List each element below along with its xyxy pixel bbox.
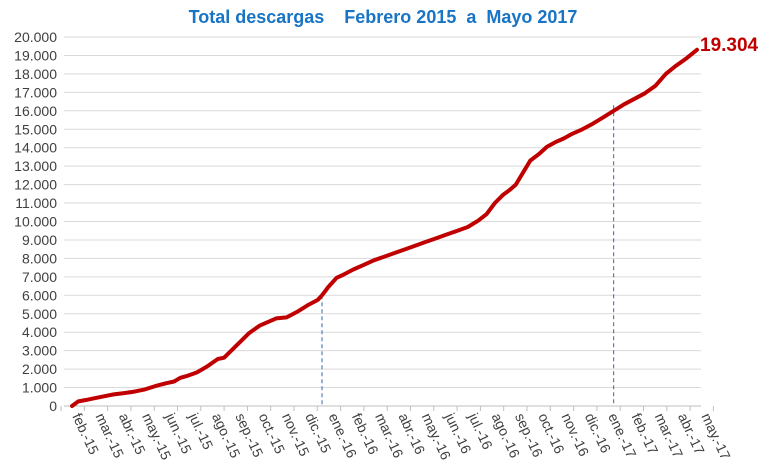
- y-tick-label: 4.000: [22, 324, 57, 340]
- y-tick-label: 14.000: [14, 140, 57, 156]
- y-tick-label: 11.000: [15, 195, 57, 211]
- y-tick-label: 0: [49, 398, 57, 414]
- y-tick-label: 2.000: [22, 361, 57, 377]
- y-tick-label: 5.000: [22, 306, 57, 322]
- y-tick-label: 17.000: [14, 84, 57, 100]
- y-tick-label: 18.000: [14, 66, 57, 82]
- y-tick-label: 20.000: [14, 29, 57, 45]
- y-tick-label: 1.000: [22, 380, 57, 396]
- series-line: [70, 47, 699, 408]
- y-tick-label: 6.000: [22, 287, 57, 303]
- y-tick-label: 19.000: [14, 47, 57, 63]
- x-tick-label: may.-17: [698, 411, 734, 463]
- y-tick-label: 3.000: [22, 343, 57, 359]
- y-tick-label: 16.000: [14, 103, 57, 119]
- y-tick-label: 12.000: [14, 177, 57, 193]
- chart-title: Total descargas Febrero 2015 a Mayo 2017: [188, 7, 578, 27]
- y-tick-label: 13.000: [14, 158, 57, 174]
- y-tick-label: 9.000: [22, 232, 57, 248]
- y-tick-label: 8.000: [22, 250, 57, 266]
- y-tick-label: 15.000: [14, 121, 57, 137]
- y-tick-label: 10.000: [14, 214, 57, 230]
- end-value-label: 19.304: [700, 35, 759, 56]
- y-tick-label: 7.000: [22, 269, 57, 285]
